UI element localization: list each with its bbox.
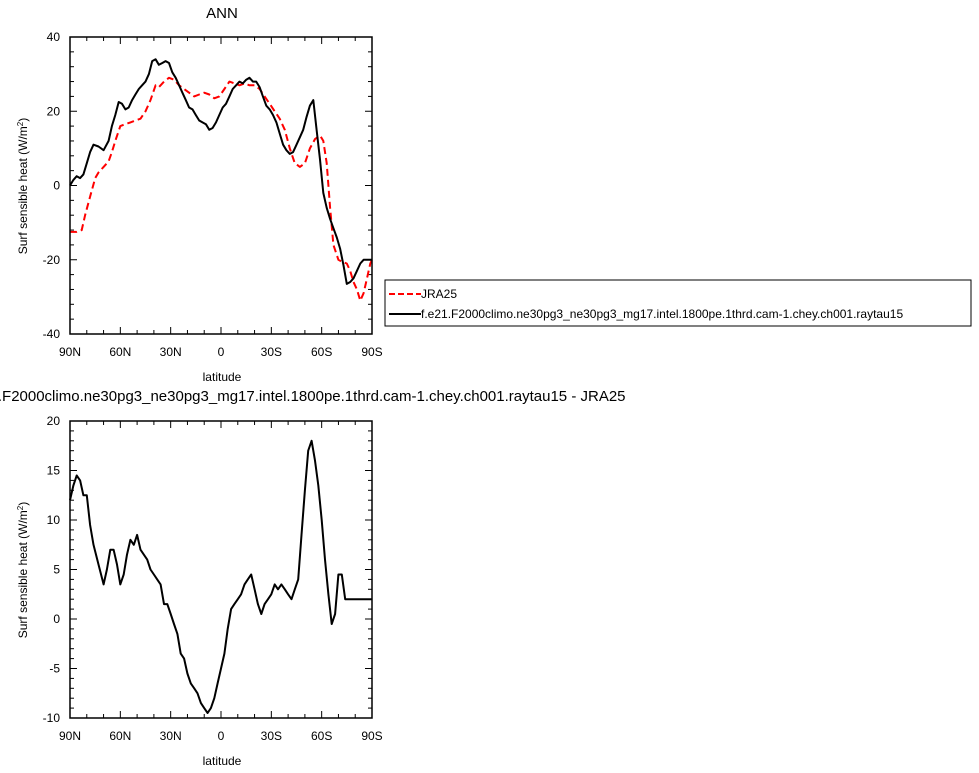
legend-box (384, 279, 972, 327)
y-tick-label: 20 (47, 104, 61, 118)
bottom-x-axis-label: latitude (203, 754, 242, 768)
top-x-tick-labels: 90N 60N 30N 0 30S 60S 90S (59, 345, 383, 359)
x-tick-label: 0 (218, 345, 225, 359)
top-y-axis-label: Surf sensible heat (W/m2) (16, 118, 30, 255)
top-chart-title: ANN (206, 5, 238, 22)
top-plot-frame (69, 36, 373, 335)
x-tick-label: 90N (59, 345, 81, 359)
series-line-jra25-top (70, 76, 373, 302)
x-tick-label: 30S (261, 345, 282, 359)
x-tick-label: 90N (59, 729, 81, 743)
top-x-axis-label: latitude (203, 370, 242, 384)
y-tick-label: 15 (47, 464, 61, 478)
legend-label-model: f.e21.F2000climo.ne30pg3_ne30pg3_mg17.in… (421, 307, 903, 321)
top-panel: ANN -40 -20 0 20 40 90N 60N 30N 0 30S 60S 90S lati… (16, 5, 383, 384)
x-tick-label: 60N (109, 345, 131, 359)
bottom-panel: f.e21.F2000climo.ne30pg3_ne30pg3_mg17.in… (0, 388, 626, 768)
x-tick-label: 30N (160, 729, 182, 743)
bottom-chart-title: f.e21.F2000climo.ne30pg3_ne30pg3_mg17.in… (0, 388, 626, 405)
bottom-series-lines (69, 439, 372, 714)
top-series-lines (69, 58, 373, 302)
y-tick-label: 10 (47, 513, 61, 527)
y-tick-label: 0 (53, 612, 60, 626)
x-tick-label: 90S (361, 729, 382, 743)
y-tick-label: 0 (53, 179, 60, 193)
x-tick-label: 30S (261, 729, 282, 743)
y-tick-label: -20 (43, 253, 61, 267)
legend: JRA25 f.e21.F2000climo.ne30pg3_ne30pg3_m… (384, 279, 972, 327)
x-tick-label: 30N (160, 345, 182, 359)
series-line-model-top (69, 58, 372, 285)
bottom-y-tick-labels: -10 -5 0 5 10 15 20 (43, 414, 61, 725)
x-tick-label: 60S (311, 345, 332, 359)
bottom-plot-frame (69, 420, 373, 719)
y-tick-label: 20 (47, 414, 61, 428)
y-tick-label: 5 (53, 563, 60, 577)
y-tick-label: 40 (47, 30, 61, 44)
y-tick-label: -10 (43, 711, 61, 725)
x-tick-label: 0 (218, 729, 225, 743)
bottom-x-tick-labels: 90N 60N 30N 0 30S 60S 90S (59, 729, 383, 743)
x-tick-label: 60N (109, 729, 131, 743)
x-tick-label: 60S (311, 729, 332, 743)
top-y-tick-labels: -40 -20 0 20 40 (43, 30, 61, 341)
legend-label-jra25: JRA25 (421, 287, 457, 301)
y-tick-label: -5 (49, 662, 60, 676)
top-tick-marks (69, 36, 373, 335)
bottom-y-axis-label: Surf sensible heat (W/m2) (16, 502, 30, 639)
y-tick-label: -40 (43, 327, 61, 341)
series-line-model-bot (69, 439, 372, 714)
x-tick-label: 90S (361, 345, 382, 359)
